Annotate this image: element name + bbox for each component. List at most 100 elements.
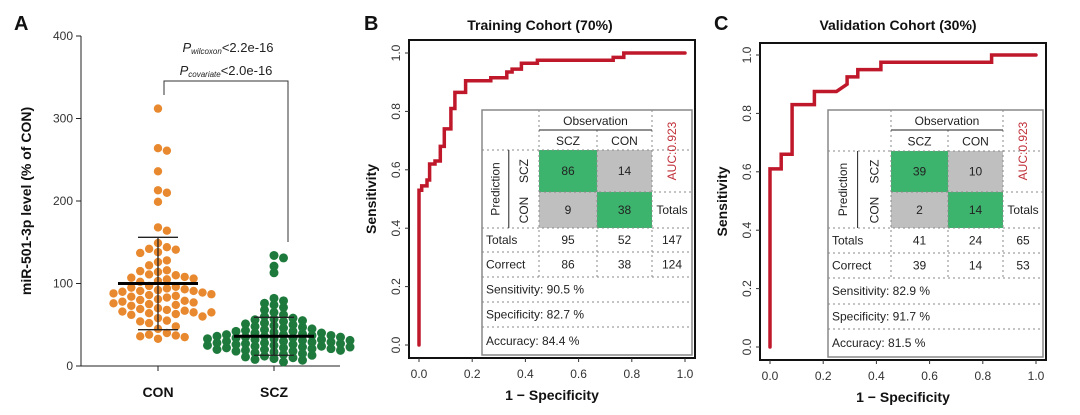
data-point-con bbox=[118, 297, 127, 306]
x-tick-label: 1.0 bbox=[677, 367, 694, 381]
data-point-scz bbox=[222, 330, 231, 340]
data-point-scz bbox=[241, 339, 250, 349]
plot-frame bbox=[759, 42, 1047, 361]
data-point-scz bbox=[279, 349, 288, 359]
data-point-scz bbox=[279, 316, 288, 326]
cell-fn: 9 bbox=[565, 203, 572, 217]
data-point-con bbox=[144, 290, 154, 300]
data-point-con bbox=[118, 307, 127, 316]
panel-c: C Validation Cohort (30%) 0.0 0.2 0.4 0.6 0.8… bbox=[714, 13, 1047, 405]
cell-tp: 39 bbox=[913, 165, 927, 179]
data-point-scz bbox=[307, 337, 317, 347]
y-tick-label: 0.6 bbox=[740, 163, 754, 180]
data-point-con bbox=[162, 328, 172, 338]
data-point-scz bbox=[279, 336, 288, 346]
data-point-con bbox=[162, 305, 172, 315]
significance-bracket bbox=[163, 80, 289, 242]
data-point-con bbox=[162, 266, 172, 275]
x-tick-label: 0.0 bbox=[762, 369, 779, 383]
data-point-con bbox=[127, 273, 136, 282]
correct-all: 53 bbox=[1016, 259, 1030, 273]
data-point-scz bbox=[317, 341, 326, 351]
col-header-con: CON bbox=[962, 135, 989, 149]
cell-tp-bg bbox=[539, 150, 597, 192]
data-point-con bbox=[171, 309, 180, 319]
data-point-scz bbox=[279, 253, 288, 263]
data-point-con bbox=[144, 261, 154, 270]
data-point-scz bbox=[298, 335, 307, 345]
data-point-con bbox=[127, 292, 136, 301]
x-axis-label: 1 − Specificity bbox=[856, 389, 950, 405]
panel-a-axes: 0 100 200 300 400 CON SCZ miR-501-3p level (% o… bbox=[18, 29, 340, 400]
cell-tn: 38 bbox=[618, 203, 632, 217]
data-point-scz bbox=[260, 338, 269, 348]
data-point-con bbox=[198, 288, 207, 297]
x-tick-label: 0.0 bbox=[411, 367, 428, 381]
data-point-con bbox=[118, 287, 127, 296]
specificity-text: Specificity: 82.7 % bbox=[486, 308, 584, 322]
y-tick-label: 0 bbox=[66, 359, 73, 373]
prediction-header: Prediction bbox=[836, 163, 850, 216]
data-point-scz bbox=[269, 261, 279, 271]
data-point-con bbox=[180, 306, 189, 315]
p-covariate-label: Pcovariate<2.0e-16 bbox=[180, 63, 273, 79]
panel-a: A 0 100 200 300 400 CON SCZ miR-501-3p level (%… bbox=[14, 13, 355, 400]
confusion-table: Observation SCZ CON Prediction SCZ CON 39 10 2 14… bbox=[827, 109, 1044, 358]
p-subscript: wilcoxon bbox=[191, 47, 222, 56]
data-point-scz bbox=[279, 296, 288, 306]
cell-tn: 14 bbox=[969, 203, 983, 217]
y-tick-label: 0.4 bbox=[389, 220, 403, 237]
data-point-con bbox=[144, 309, 154, 318]
data-point-con bbox=[162, 284, 172, 293]
totals-scz: 95 bbox=[561, 233, 575, 247]
y-axis-label: miR-501-3p level (% of CON) bbox=[18, 107, 34, 295]
x-tick-label: 0.2 bbox=[464, 367, 481, 381]
data-point-con bbox=[198, 312, 207, 321]
chart-title: Training Cohort (70%) bbox=[467, 17, 612, 33]
data-point-scz bbox=[260, 318, 269, 328]
data-point-scz bbox=[269, 307, 279, 317]
accuracy-text: Accuracy: 81.5 % bbox=[832, 336, 926, 350]
data-point-scz bbox=[307, 344, 317, 354]
col-header-scz: SCZ bbox=[556, 134, 580, 148]
data-point-con bbox=[180, 285, 189, 294]
chart-title: Validation Cohort (30%) bbox=[819, 17, 976, 33]
data-point-scz bbox=[231, 346, 241, 356]
data-point-con bbox=[162, 188, 172, 197]
data-point-con bbox=[136, 317, 145, 326]
auc-label: AUC:0.923 bbox=[1016, 121, 1030, 180]
data-point-con bbox=[136, 332, 145, 341]
data-point-con bbox=[162, 293, 172, 302]
data-point-scz bbox=[326, 330, 336, 340]
data-point-con bbox=[189, 298, 198, 307]
data-point-con bbox=[171, 300, 180, 310]
totals-all: 147 bbox=[662, 233, 682, 247]
data-point-scz bbox=[241, 352, 250, 362]
plot-frame bbox=[408, 39, 696, 359]
totals-row-label: Totals bbox=[832, 234, 863, 248]
data-point-con bbox=[153, 334, 163, 343]
cell-fp: 14 bbox=[618, 164, 632, 178]
x-tick-label: 0.4 bbox=[868, 369, 885, 383]
totals-con: 52 bbox=[618, 233, 632, 247]
panel-a-points bbox=[109, 104, 355, 367]
data-point-scz bbox=[298, 355, 307, 365]
data-point-scz bbox=[231, 326, 241, 336]
x-tick-label: 0.6 bbox=[570, 367, 587, 381]
data-point-scz bbox=[288, 326, 298, 336]
data-point-scz bbox=[250, 321, 260, 331]
totals-con: 24 bbox=[969, 234, 983, 248]
x-tick-label: SCZ bbox=[260, 384, 288, 400]
data-point-con bbox=[144, 299, 154, 309]
cell-fn-bg bbox=[539, 192, 597, 228]
data-point-con bbox=[153, 186, 163, 195]
row-header-scz: SCZ bbox=[517, 159, 531, 183]
data-point-scz bbox=[307, 350, 317, 360]
data-point-scz bbox=[279, 343, 288, 353]
data-point-con bbox=[153, 223, 163, 232]
x-tick-label: 0.2 bbox=[815, 369, 832, 383]
totals-col-header: Totals bbox=[1007, 203, 1038, 217]
x-tick-label: 0.8 bbox=[623, 367, 640, 381]
